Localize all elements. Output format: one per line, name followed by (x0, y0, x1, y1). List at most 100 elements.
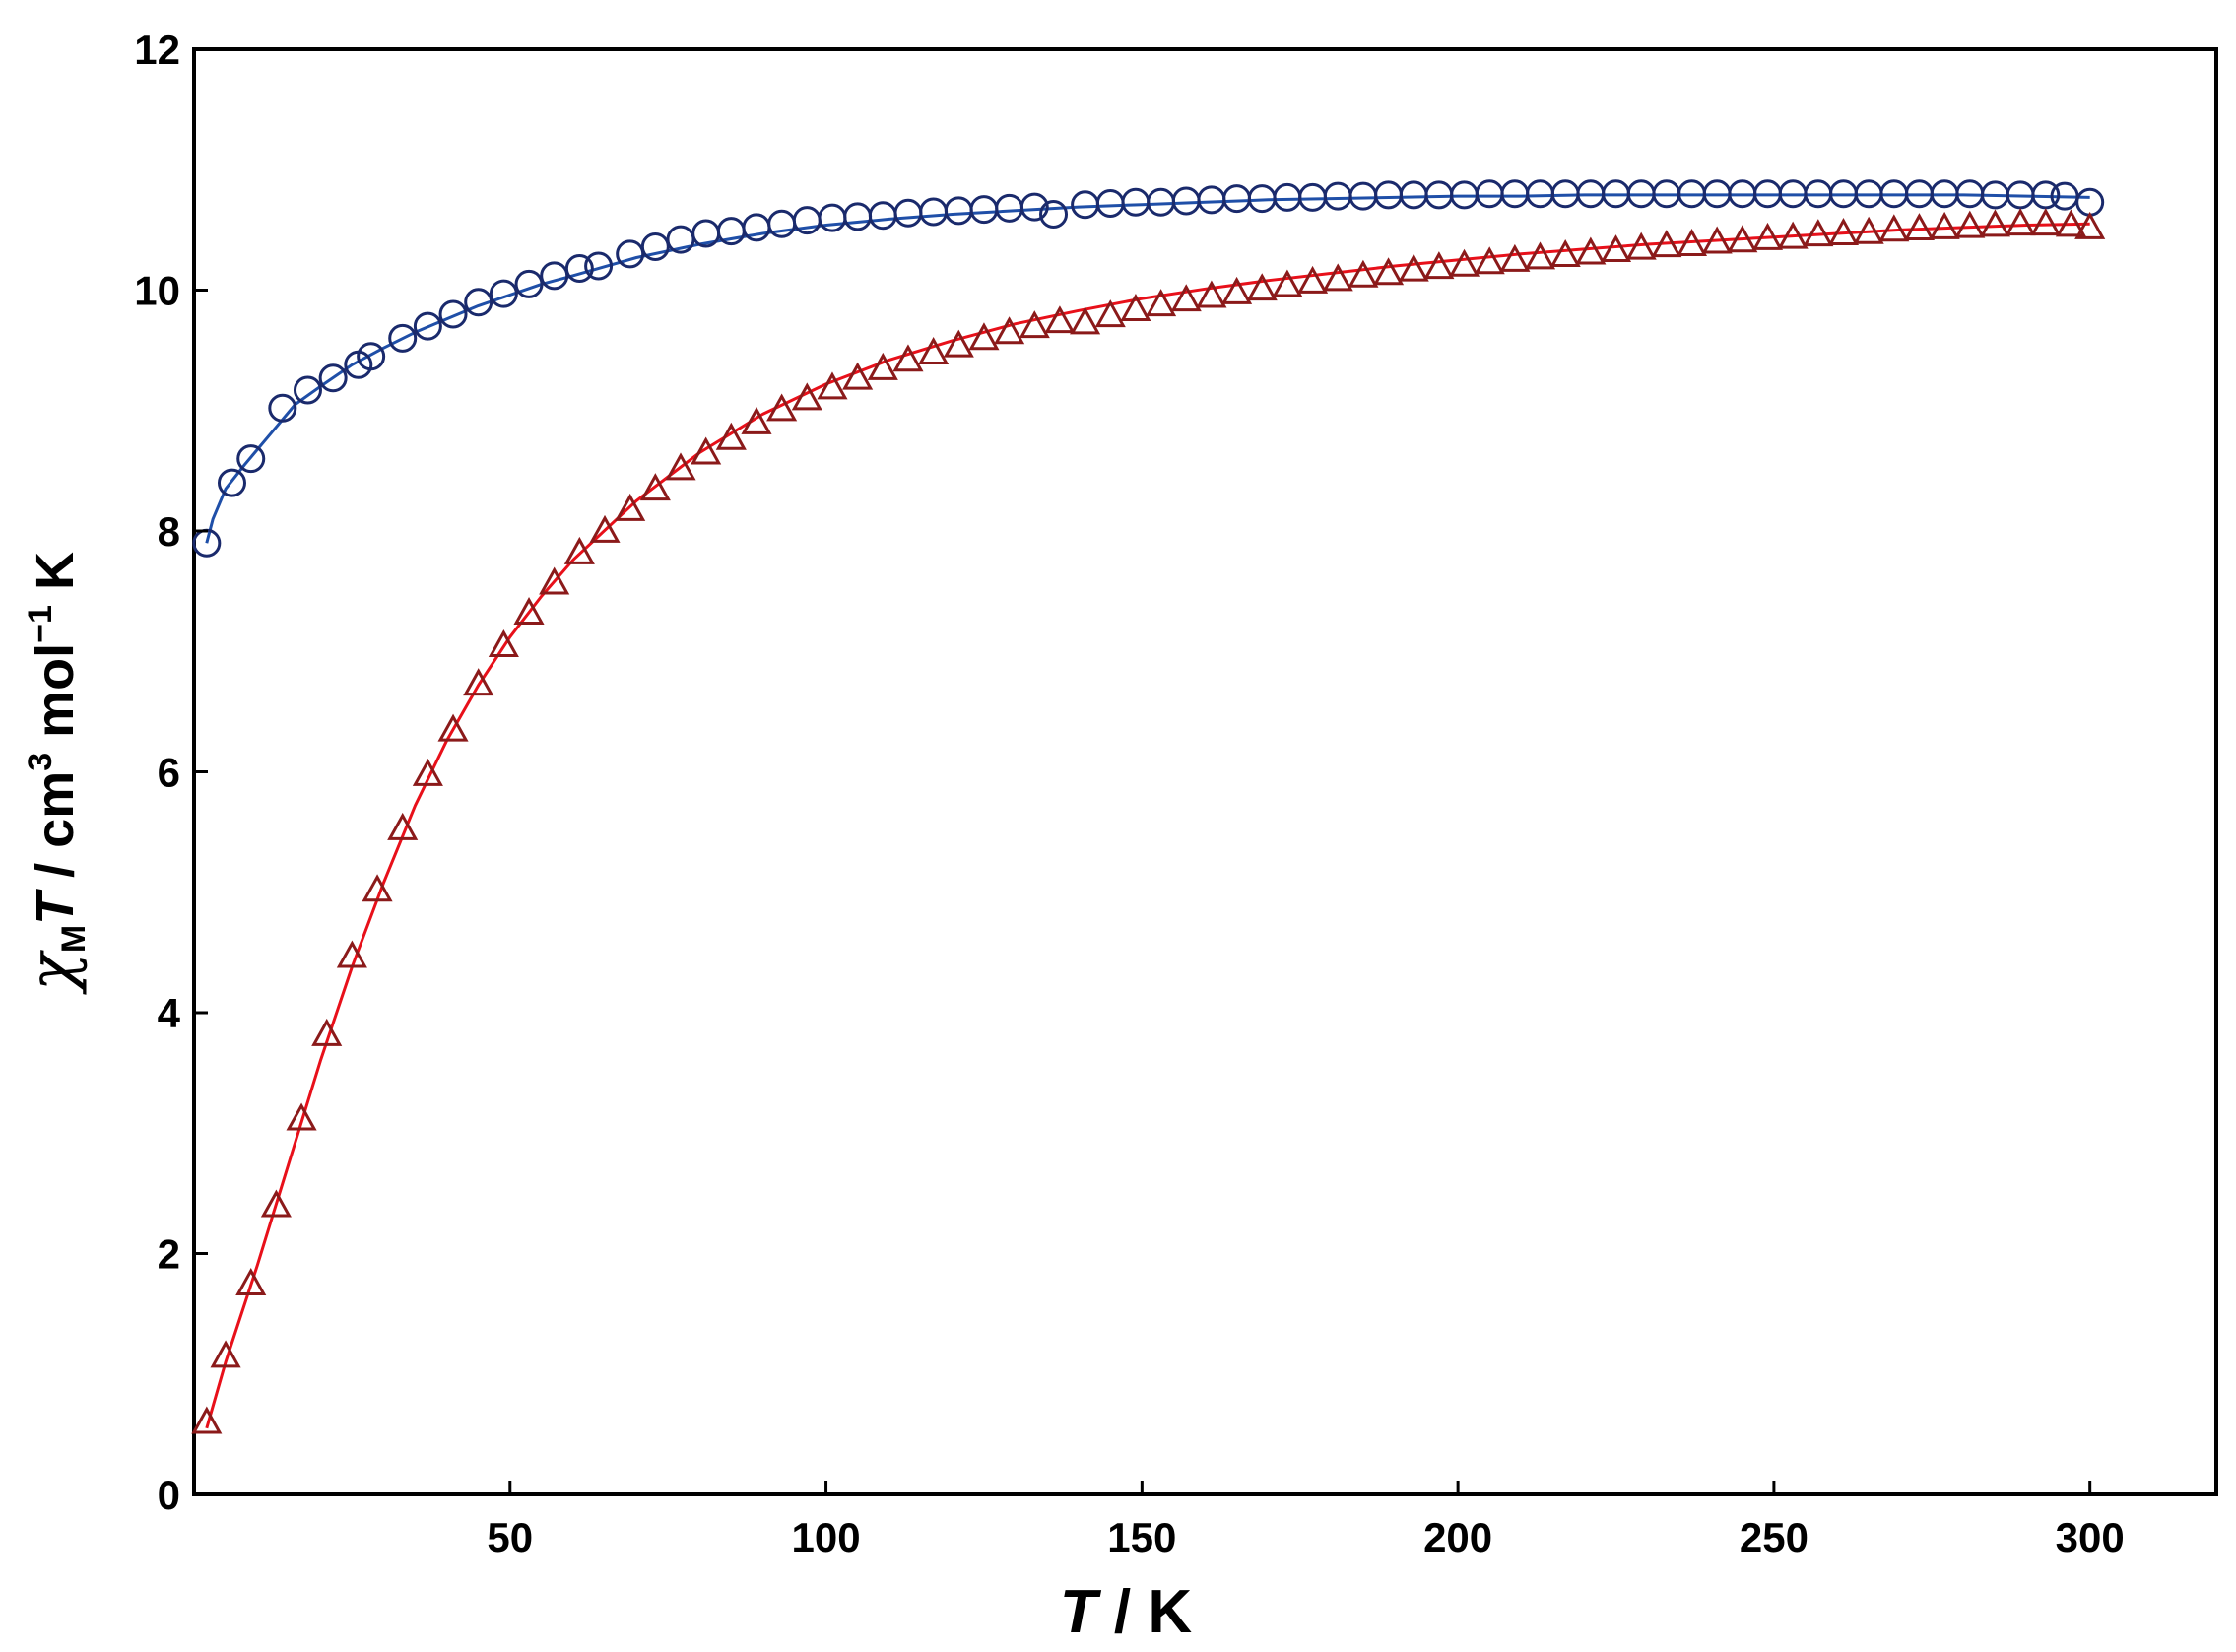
data-point-series-1 (1348, 181, 1378, 211)
data-point-series-1 (1121, 187, 1151, 217)
data-point-series-2 (1903, 213, 1936, 241)
data-point-series-2 (766, 393, 798, 422)
data-point-series-1 (818, 203, 847, 232)
data-point-series-1 (438, 299, 468, 329)
data-point-series-2 (1777, 221, 1809, 249)
x-tick-label: 100 (792, 1514, 861, 1560)
data-point-series-2 (817, 371, 848, 400)
data-point-series-1 (1171, 186, 1201, 216)
data-point-series-1 (236, 444, 266, 474)
data-point-series-2 (412, 758, 443, 786)
data-point-series-2 (1827, 217, 1860, 245)
data-point-series-2 (1246, 273, 1278, 301)
data-point-series-2 (539, 566, 570, 595)
data-point-series-2 (463, 668, 494, 696)
plot-frame (192, 47, 2218, 1496)
data-point-series-2 (842, 362, 874, 390)
data-point-series-2 (1373, 257, 1405, 286)
data-point-series-2 (1423, 251, 1455, 280)
data-point-series-2 (1701, 226, 1733, 254)
data-point-series-2 (362, 874, 393, 902)
data-point-series-1 (1222, 184, 1252, 214)
data-point-series-2 (488, 629, 519, 658)
data-point-series-2 (1929, 211, 1960, 239)
data-point-series-2 (191, 1406, 223, 1434)
data-point-series-2 (1322, 263, 1353, 292)
data-point-series-1 (564, 253, 594, 283)
data-point-series-1 (1071, 190, 1100, 220)
data-point-series-2 (387, 812, 419, 840)
data-point-series-1 (584, 251, 614, 281)
data-point-series-2 (892, 344, 924, 372)
data-point-series-1 (767, 209, 797, 238)
data-point-series-2 (1196, 280, 1227, 308)
fit-line-1 (205, 193, 2090, 544)
data-point-series-2 (1146, 289, 1177, 317)
data-point-series-1 (464, 288, 493, 317)
axis-ticks: 50 100 150 200 250 300 0 2 4 6 8 10 12 (134, 27, 2124, 1560)
data-point-series-2 (210, 1340, 241, 1368)
data-point-series-2 (741, 406, 772, 434)
data-point-series-2 (2074, 211, 2106, 239)
data-point-series-2 (1474, 246, 1505, 275)
data-point-series-2 (1625, 231, 1657, 260)
data-point-series-2 (1878, 214, 1910, 242)
data-point-series-1 (1095, 188, 1125, 218)
data-point-series-1 (868, 201, 897, 231)
data-point-series-1 (1526, 179, 1555, 209)
data-point-series-2 (867, 352, 898, 380)
data-point-series-2 (1221, 276, 1253, 304)
data-point-series-2 (1853, 216, 1884, 244)
data-point-series-2 (1651, 230, 1682, 258)
data-point-series-2 (615, 493, 646, 521)
data-point-series-1 (192, 528, 222, 558)
data-point-series-1 (2075, 187, 2105, 217)
data-point-series-2 (513, 597, 545, 626)
data-point-series-1 (388, 323, 418, 353)
data-point-series-1 (1475, 179, 1504, 209)
data-point-series-2 (1979, 209, 2011, 237)
data-point-series-2 (1019, 310, 1050, 339)
y-axis-title: χMT / cm3 mol−1 K (16, 552, 93, 995)
data-point-series-1 (514, 269, 544, 298)
data-point-series-1 (293, 375, 322, 405)
data-point-series-2 (336, 940, 367, 968)
data-point-series-2 (1727, 225, 1758, 253)
data-point-series-2 (1297, 265, 1329, 294)
data-point-series-2 (994, 316, 1025, 345)
data-point-series-2 (639, 473, 671, 501)
data-markers (191, 179, 2106, 1434)
data-point-series-1 (995, 193, 1024, 223)
x-tick-label: 300 (2056, 1514, 2125, 1560)
data-point-series-1 (1500, 179, 1530, 209)
x-axis-title: T / K (1060, 1578, 1193, 1646)
fit-line-2 (205, 222, 2090, 1429)
data-point-series-1 (792, 206, 822, 235)
y-tick-label: 6 (158, 750, 180, 796)
x-tick-label: 150 (1107, 1514, 1176, 1560)
data-point-series-1 (1399, 180, 1428, 210)
data-point-series-2 (1549, 238, 1581, 267)
data-point-series-2 (1170, 284, 1202, 312)
data-point-series-2 (943, 329, 974, 358)
data-point-series-2 (1676, 228, 1708, 256)
x-tick-label: 250 (1740, 1514, 1809, 1560)
data-point-series-2 (1120, 293, 1151, 321)
data-point-series-1 (413, 311, 442, 341)
data-point-series-2 (2030, 208, 2062, 236)
data-point-series-2 (918, 336, 950, 364)
data-point-series-2 (1070, 306, 1101, 335)
data-point-series-2 (1524, 241, 1556, 270)
data-point-series-1 (1019, 192, 1049, 222)
y-tick-label: 12 (134, 27, 180, 73)
data-point-series-1 (1374, 180, 1404, 210)
data-point-series-1 (944, 196, 973, 226)
data-point-series-2 (1600, 234, 1632, 263)
data-point-series-1 (489, 279, 518, 308)
data-point-series-2 (1272, 269, 1303, 297)
data-point-series-1 (969, 195, 999, 225)
data-point-series-2 (1398, 253, 1429, 282)
data-point-series-2 (715, 422, 747, 450)
data-point-series-2 (563, 536, 595, 564)
data-point-series-2 (286, 1102, 317, 1131)
